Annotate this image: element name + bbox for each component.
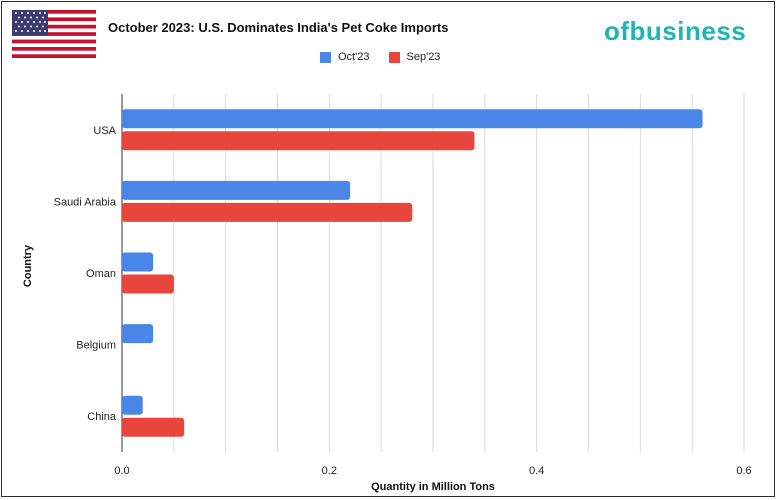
category-label: USA xyxy=(93,125,116,137)
y-axis-title: Country xyxy=(22,244,34,287)
bar-sep xyxy=(122,274,174,294)
legend-swatch-sep xyxy=(388,51,400,63)
legend-item-sep: Sep'23 xyxy=(388,51,441,63)
bar-oct xyxy=(122,252,154,272)
brand-logo: ofbusiness xyxy=(604,16,747,46)
category-label: China xyxy=(87,411,117,423)
bar-sep xyxy=(122,131,475,151)
x-tick-label: 0.4 xyxy=(529,465,544,477)
x-tick-label: 0.2 xyxy=(322,465,337,477)
us-flag-icon xyxy=(12,10,96,58)
bar-oct xyxy=(122,180,351,200)
bar-sep xyxy=(122,417,185,437)
legend-label-oct: Oct'23 xyxy=(338,51,370,63)
category-labels: USA Saudi Arabia Oman Belgium China xyxy=(54,125,117,423)
gridlines xyxy=(121,94,745,452)
x-tick-label: 0.0 xyxy=(114,465,129,477)
category-label: Oman xyxy=(86,268,116,280)
category-label: Saudi Arabia xyxy=(54,196,117,208)
x-axis-title: Quantity in Million Tons xyxy=(371,481,495,493)
legend: Oct'23 Sep'23 xyxy=(320,51,456,66)
legend-item-oct: Oct'23 xyxy=(320,51,369,63)
bar-oct xyxy=(122,109,703,129)
x-tick-label: 0.6 xyxy=(736,465,751,477)
x-tick-labels: 0.0 0.2 0.4 0.6 xyxy=(114,465,751,477)
legend-label-sep: Sep'23 xyxy=(406,51,441,63)
bars xyxy=(122,109,703,437)
legend-swatch-oct xyxy=(320,51,331,63)
bar-oct xyxy=(122,324,154,344)
chart-title: October 2023: U.S. Dominates India's Pet… xyxy=(108,20,449,35)
category-label: Belgium xyxy=(76,340,116,352)
bar-sep xyxy=(122,202,413,222)
bar-oct xyxy=(122,395,143,415)
